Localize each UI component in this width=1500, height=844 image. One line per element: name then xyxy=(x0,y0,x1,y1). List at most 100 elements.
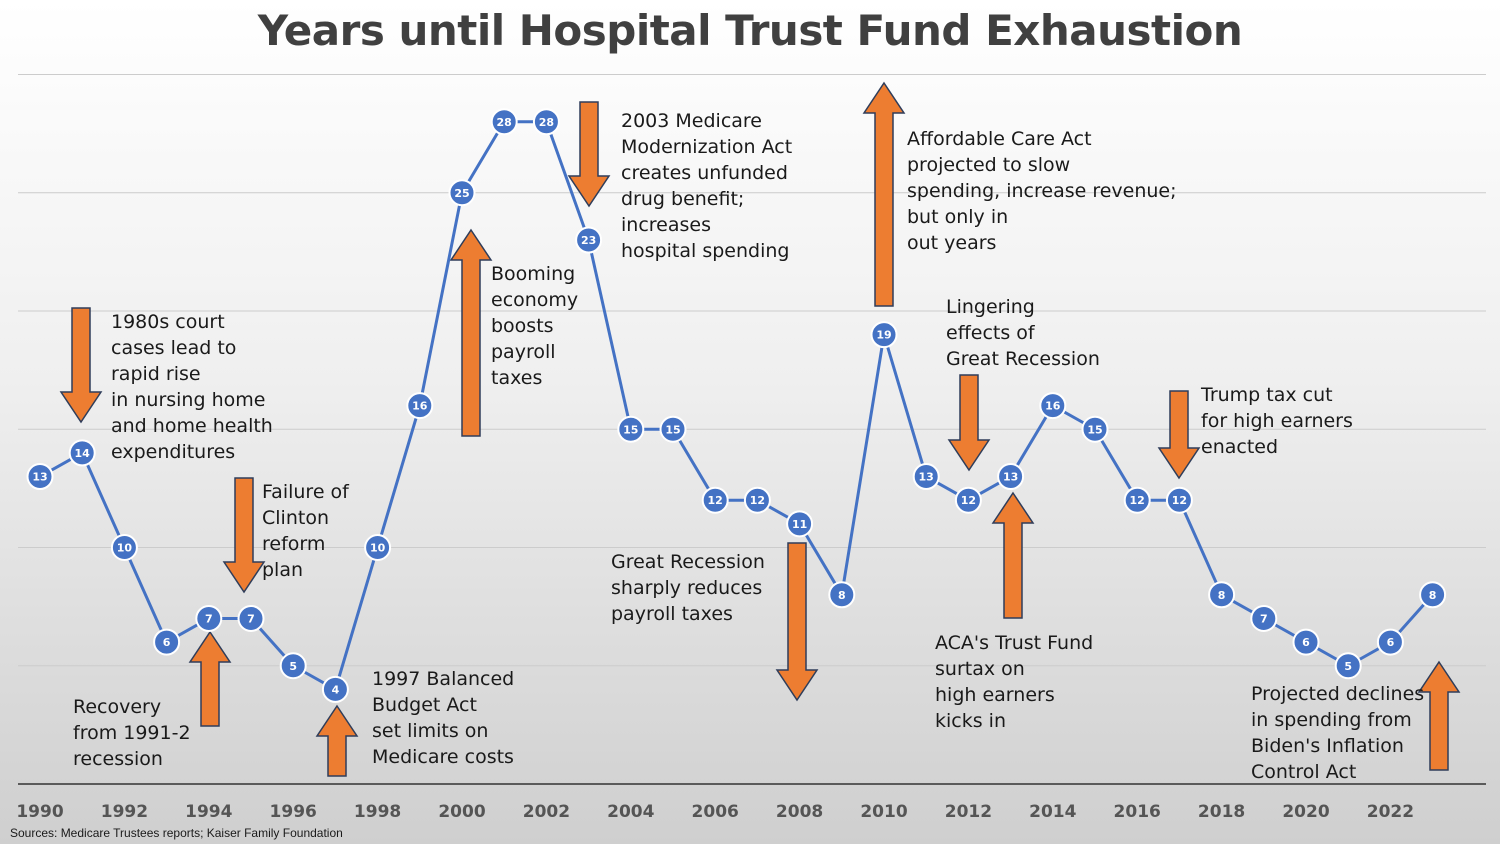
annotation-clinton-reform: Failure of Clinton reform plan xyxy=(262,481,349,581)
arrow-down-5 xyxy=(567,101,611,208)
data-label-2012: 12 xyxy=(961,494,976,507)
data-label-2019: 7 xyxy=(1260,612,1268,625)
data-point-2008 xyxy=(786,510,814,538)
x-tick-1998: 1998 xyxy=(354,802,401,822)
chart-title: Years until Hospital Trust Fund Exhausti… xyxy=(257,6,1243,55)
data-label-2017: 12 xyxy=(1172,494,1187,507)
x-axis-tick-labels: 1990 1992 1994 1996 1998 2000 2002 2004 2006 2008… xyxy=(16,802,1414,822)
data-points: 13 14 10 6 7 7 5 4 10 16 25 28 28 23 15 15 12 12 11 8 19 13 12… xyxy=(26,108,1447,703)
data-label-2003: 23 xyxy=(581,234,596,247)
data-point-2015 xyxy=(1081,415,1109,443)
data-label-2020: 6 xyxy=(1302,636,1310,649)
data-point-1992 xyxy=(110,534,138,561)
data-point-1993 xyxy=(153,628,181,656)
annotation-great-recession: Great Recession sharply reduces payroll … xyxy=(611,551,765,625)
annotation-inflation-act: Projected declines in spending from Bide… xyxy=(1251,683,1425,783)
x-tick-2004: 2004 xyxy=(607,802,654,822)
annotation-arrows xyxy=(59,81,1461,777)
x-tick-2014: 2014 xyxy=(1029,802,1076,822)
data-point-1998 xyxy=(364,534,392,561)
data-point-2001 xyxy=(490,108,518,136)
data-point-2012 xyxy=(954,486,982,514)
data-label-1995: 7 xyxy=(247,612,255,625)
data-point-2005 xyxy=(659,415,687,443)
data-label-2010: 19 xyxy=(876,329,891,342)
data-label-2005: 15 xyxy=(665,423,680,436)
data-point-1999 xyxy=(406,392,434,420)
data-label-1994: 7 xyxy=(205,612,213,625)
data-label-2006: 12 xyxy=(708,494,723,507)
series-path xyxy=(39,120,1434,691)
arrow-up-4 xyxy=(449,228,493,437)
data-label-2002: 28 xyxy=(539,116,554,129)
data-label-2016: 12 xyxy=(1130,494,1145,507)
data-point-1994 xyxy=(195,604,223,632)
data-point-2013 xyxy=(997,463,1025,491)
arrow-up-3 xyxy=(315,704,359,777)
data-point-1995 xyxy=(237,604,265,632)
data-point-2006 xyxy=(701,486,729,514)
arrow-down-6 xyxy=(775,542,819,702)
data-point-2017 xyxy=(1165,486,1193,514)
annotation-balanced-budget: 1997 Balanced Budget Act set limits on M… xyxy=(372,668,515,768)
data-label-1991: 14 xyxy=(75,447,91,460)
x-tick-2018: 2018 xyxy=(1198,802,1245,822)
data-label-2000: 25 xyxy=(454,187,469,200)
data-point-2022 xyxy=(1376,628,1404,656)
x-tick-2008: 2008 xyxy=(776,802,823,822)
data-point-1990 xyxy=(26,463,54,491)
data-point-2003 xyxy=(575,226,603,254)
data-point-1996 xyxy=(279,652,307,680)
annotation-lingering-effects: Lingering effects of Great Recession xyxy=(946,296,1100,370)
data-point-2023 xyxy=(1419,581,1447,609)
arrow-down-10 xyxy=(1157,390,1201,480)
data-point-1991 xyxy=(68,439,96,467)
arrow-up-2 xyxy=(188,630,232,727)
arrow-up-9 xyxy=(991,491,1035,619)
x-tick-1990: 1990 xyxy=(16,802,63,822)
data-point-2021 xyxy=(1334,652,1362,680)
data-label-2007: 12 xyxy=(750,494,765,507)
annotation-court-cases: 1980s court cases lead to rapid rise in … xyxy=(111,311,273,463)
data-point-2004 xyxy=(617,415,645,443)
x-tick-2010: 2010 xyxy=(860,802,907,822)
x-tick-1996: 1996 xyxy=(270,802,317,822)
data-point-1997 xyxy=(321,675,349,703)
data-label-1990: 13 xyxy=(32,471,47,484)
x-tick-2000: 2000 xyxy=(438,802,485,822)
annotation-trump-tax-cut: Trump tax cut for high earners enacted xyxy=(1201,384,1353,458)
data-point-2002 xyxy=(532,108,560,136)
x-tick-2020: 2020 xyxy=(1282,802,1329,822)
data-point-2007 xyxy=(743,486,771,514)
x-tick-1994: 1994 xyxy=(185,802,232,822)
annotation-medicare-modernization: 2003 Medicare Modernization Act creates … xyxy=(621,110,793,262)
data-point-2020 xyxy=(1292,628,1320,656)
series-line xyxy=(39,120,1434,691)
data-label-2023: 8 xyxy=(1429,589,1437,602)
data-label-1993: 6 xyxy=(163,636,171,649)
data-label-2004: 15 xyxy=(623,423,638,436)
data-label-1996: 5 xyxy=(289,660,297,673)
data-label-2011: 13 xyxy=(919,471,934,484)
data-label-1999: 16 xyxy=(412,400,428,413)
data-point-2014 xyxy=(1039,392,1067,420)
x-tick-2006: 2006 xyxy=(692,802,739,822)
data-label-1997: 4 xyxy=(332,683,340,696)
x-tick-1992: 1992 xyxy=(101,802,148,822)
data-point-2011 xyxy=(912,463,940,491)
data-point-2019 xyxy=(1250,604,1278,632)
annotation-booming-economy: Booming economy boosts payroll taxes xyxy=(491,263,579,389)
data-label-2013: 13 xyxy=(1003,471,1018,484)
gridlines xyxy=(18,74,1486,785)
annotation-affordable-care-act: Affordable Care Act projected to slow sp… xyxy=(907,128,1177,254)
data-label-2018: 8 xyxy=(1218,589,1226,602)
arrow-down-8 xyxy=(947,374,991,472)
x-tick-2012: 2012 xyxy=(945,802,992,822)
annotation-recovery: Recovery from 1991-2 recession xyxy=(73,696,191,770)
x-tick-2016: 2016 xyxy=(1114,802,1161,822)
data-label-2021: 5 xyxy=(1344,660,1352,673)
arrow-up-11 xyxy=(1417,660,1461,771)
data-point-2009 xyxy=(828,581,856,609)
